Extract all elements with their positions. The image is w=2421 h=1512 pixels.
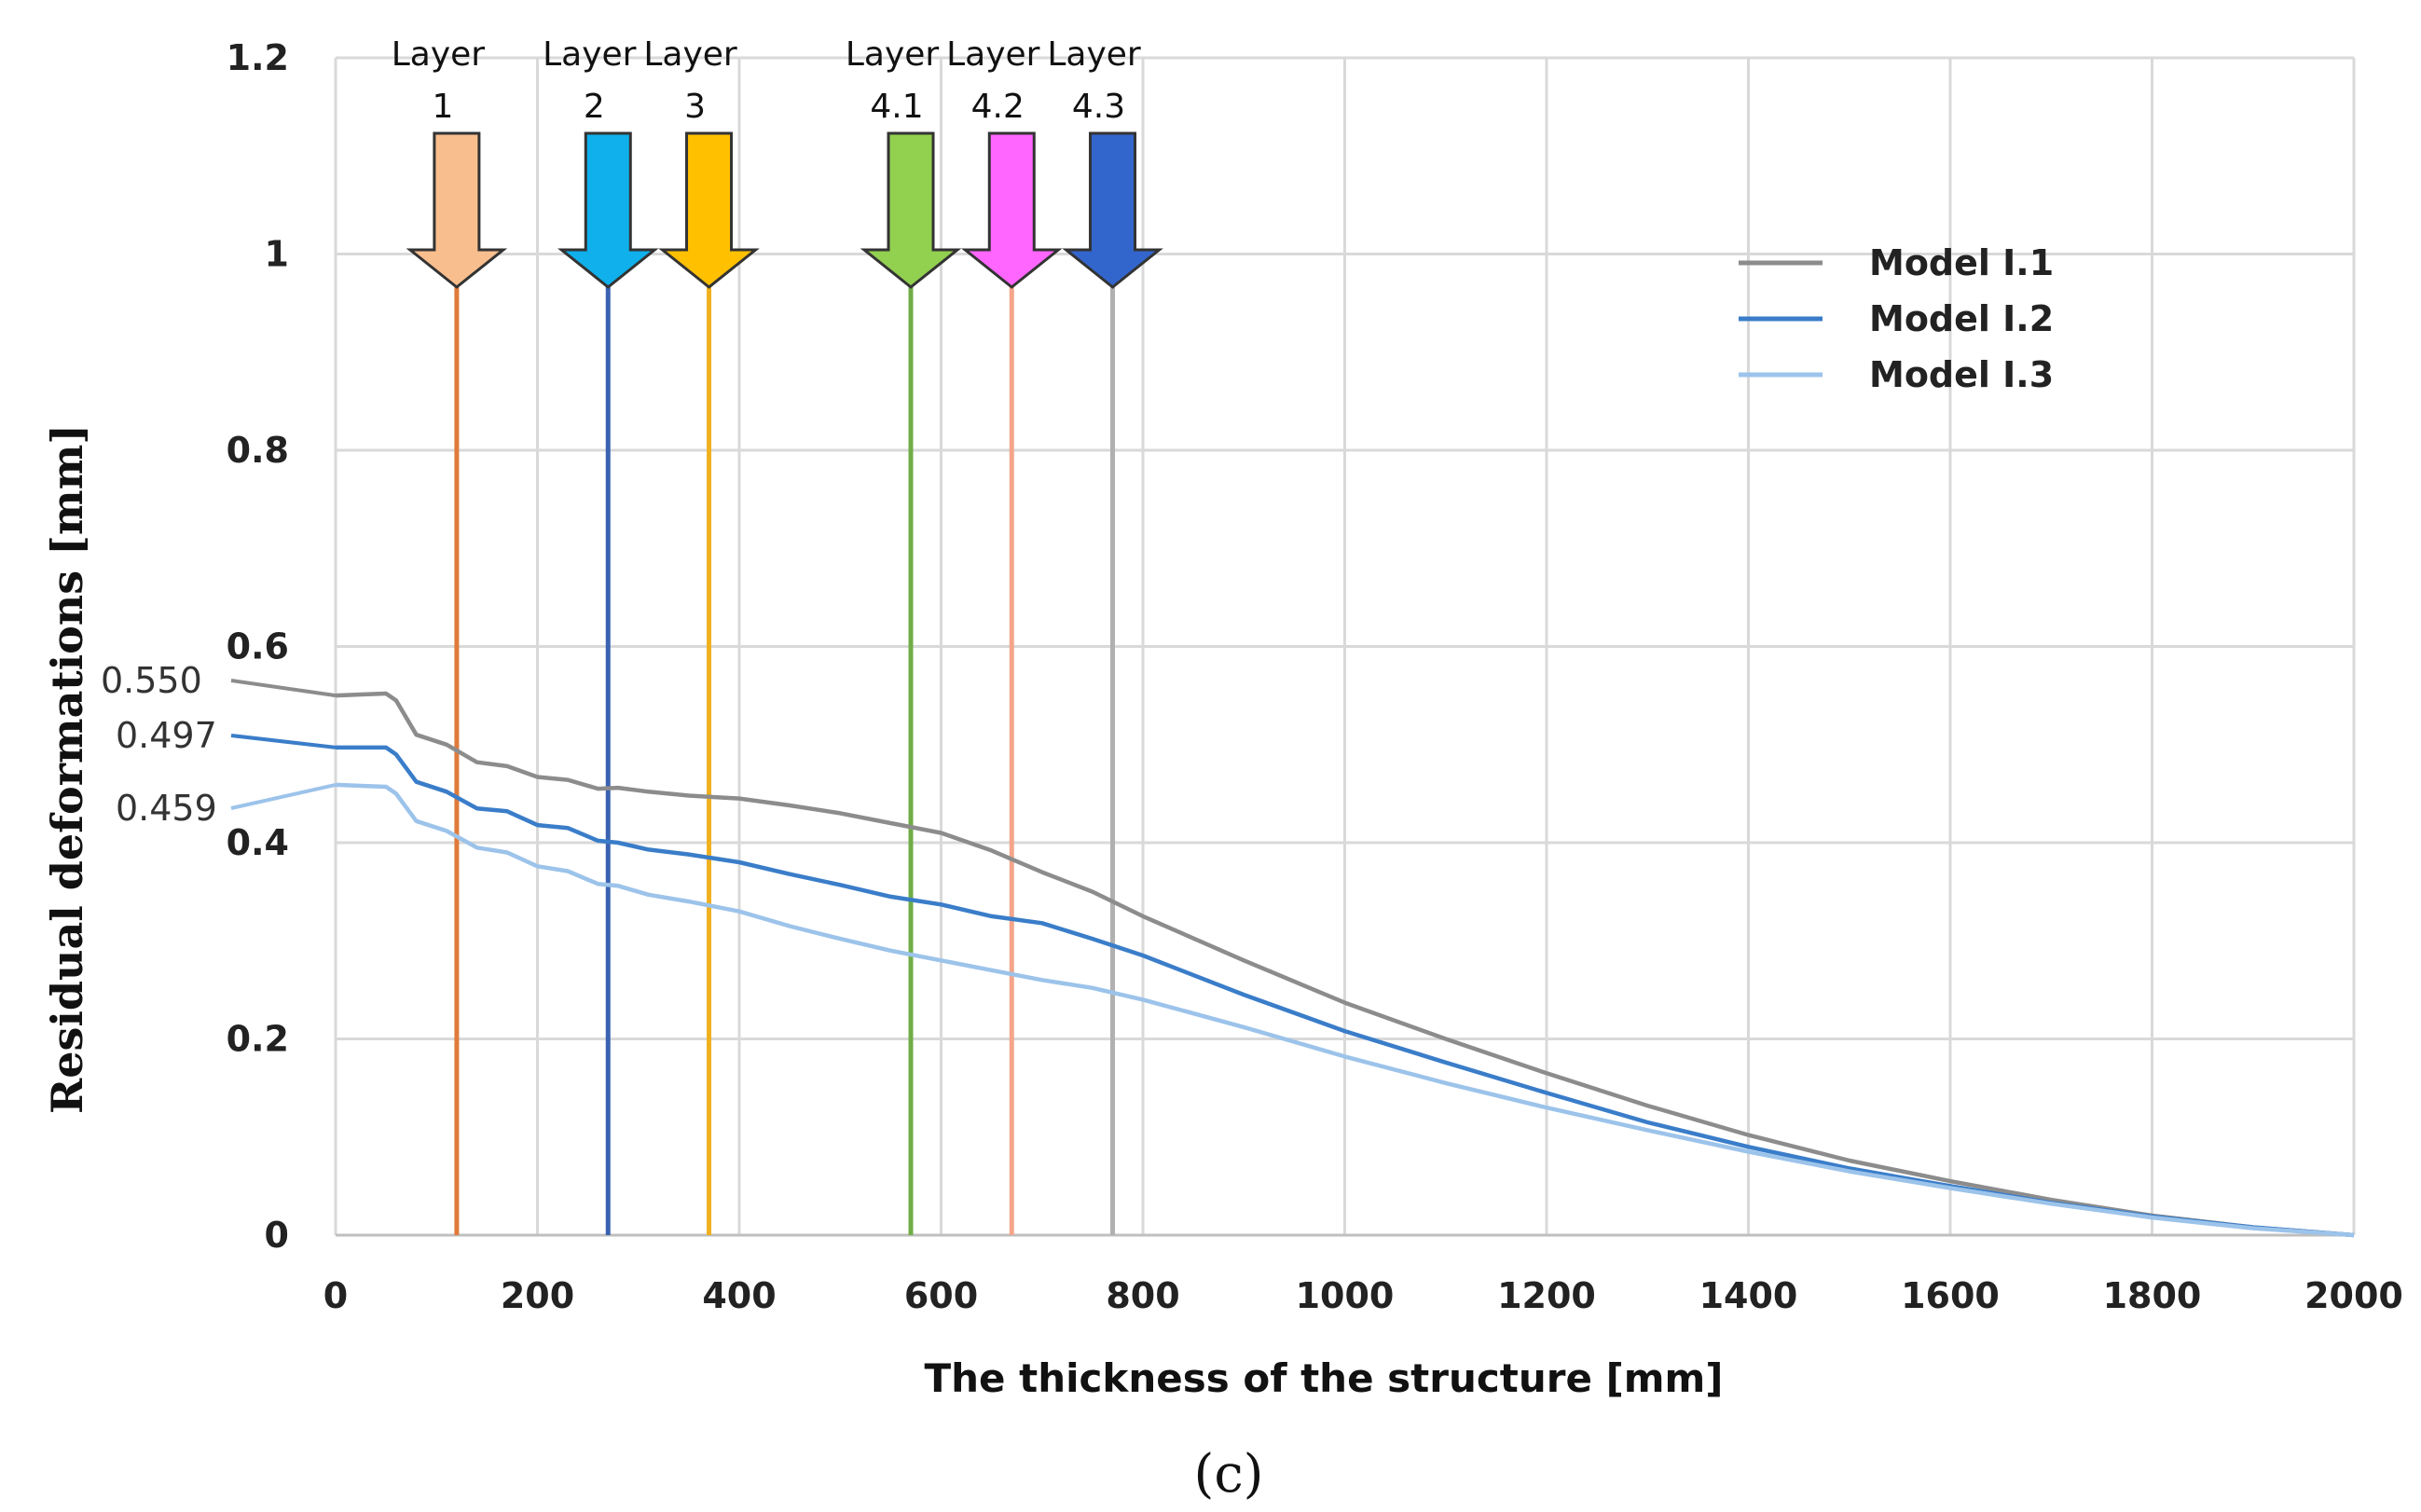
y-tick-label: 1 (265, 234, 289, 275)
layer-arrows: Layer 1 Layer 2 Layer 3 Layer 4.1 Layer 4.2 Layer 4… (392, 35, 1163, 289)
y-tick-label: 0.8 (227, 430, 289, 471)
x-tick-label: 800 (1106, 1275, 1179, 1316)
layer-arrow-icon (658, 131, 760, 289)
x-tick-label: 1600 (1901, 1275, 2000, 1316)
layer-number: 2 (584, 88, 605, 126)
y-tick-label: 0.4 (227, 822, 289, 863)
layer-arrow-icon (557, 131, 659, 289)
legend-label: Model I.1 (1869, 242, 2054, 283)
start-value-label: 0.459 (116, 788, 217, 829)
start-value-label: 0.497 (116, 715, 217, 756)
series-line (335, 691, 2355, 1238)
layer-lines (454, 287, 1116, 1235)
layer-number: 4.3 (1072, 88, 1125, 126)
layer-label: Layer (392, 35, 486, 74)
layer-arrow-icon (961, 131, 1063, 289)
layer-arrow-icon (406, 131, 508, 289)
y-tick-label: 0.2 (227, 1019, 289, 1060)
layer-arrow-icon (1062, 131, 1163, 289)
layer-number: 4.1 (870, 88, 923, 126)
legend-label: Model I.3 (1869, 354, 2054, 395)
series-lines (335, 691, 2355, 1238)
x-tick-labels: 0 200 400 600 800 1000 1200 1400 1600 1800 2000 (323, 1275, 2403, 1316)
start-label-leader (230, 782, 337, 810)
x-tick-label: 0 (323, 1275, 348, 1316)
start-value-labels: 0.550 0.497 0.459 (101, 660, 337, 829)
figure-caption: (c) (1193, 1444, 1263, 1505)
layer-label: Layer (543, 35, 637, 74)
x-tick-label: 600 (904, 1275, 978, 1316)
x-tick-label: 1200 (1497, 1275, 1596, 1316)
y-tick-label: 1.2 (227, 37, 289, 78)
layer-arrow-icon (860, 131, 962, 289)
x-axis-title: The thickness of the structure [mm] (924, 1355, 1723, 1401)
x-tick-label: 2000 (2304, 1275, 2403, 1316)
layer-number: 4.2 (971, 88, 1025, 126)
series-line (335, 782, 2355, 1238)
start-label-leader (230, 734, 337, 749)
x-tick-label: 1400 (1699, 1275, 1798, 1316)
x-tick-label: 1800 (2103, 1275, 2202, 1316)
layer-label: Layer (846, 35, 940, 74)
x-tick-label: 1000 (1296, 1275, 1395, 1316)
y-tick-labels: 0 0.2 0.4 0.6 0.8 1 1.2 (227, 37, 289, 1256)
series-line (336, 745, 2355, 1238)
y-tick-label: 0.6 (227, 626, 289, 667)
layer-label: Layer (946, 35, 1040, 74)
start-label-leader (230, 679, 337, 698)
y-tick-label: 0 (265, 1215, 289, 1256)
x-tick-label: 200 (501, 1275, 574, 1316)
grid (334, 56, 2356, 1237)
layer-label: Layer (643, 35, 737, 74)
legend: Model I.1 Model I.2 Model I.3 (1739, 242, 2054, 395)
start-value-label: 0.550 (101, 660, 202, 701)
y-axis-title: Residual deformations [mm] (42, 424, 92, 1114)
x-tick-label: 400 (702, 1275, 776, 1316)
layer-number: 3 (684, 88, 706, 126)
layer-number: 1 (432, 88, 453, 126)
layer-label: Layer (1047, 35, 1141, 74)
legend-label: Model I.2 (1869, 298, 2054, 339)
